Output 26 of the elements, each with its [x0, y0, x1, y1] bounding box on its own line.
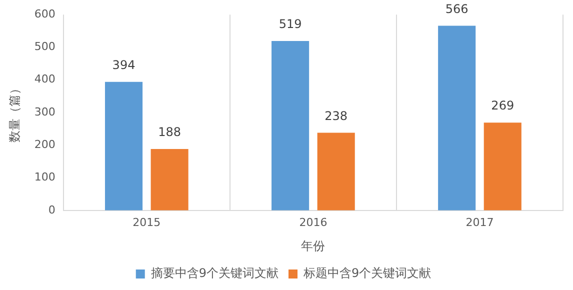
y-tick-label: 400 [34, 72, 56, 86]
y-tick-label: 0 [48, 203, 56, 216]
legend-label: 标题中含9个关键词文献 [302, 266, 432, 280]
y-tick-label: 500 [34, 40, 56, 54]
y-axis-title: 数量（篇） [7, 82, 22, 142]
bar [104, 82, 143, 210]
bar [150, 149, 188, 210]
data-label: 394 [112, 58, 136, 72]
y-tick-label: 100 [34, 170, 56, 184]
x-tick-label: 2017 [466, 216, 494, 229]
data-label: 519 [278, 17, 302, 32]
legend-label: 摘要中含9个关键词文献 [150, 266, 279, 280]
y-tick-label: 300 [34, 105, 56, 118]
bar [438, 26, 476, 210]
y-tick-label: 600 [34, 7, 56, 20]
data-label: 188 [158, 125, 182, 140]
y-tick-label: 200 [34, 138, 56, 151]
x-tick-label: 2016 [299, 216, 328, 229]
bar [484, 122, 522, 210]
bar [272, 41, 310, 210]
bar [317, 132, 355, 210]
data-label: 269 [491, 98, 514, 113]
x-tick-label: 2015 [132, 216, 161, 229]
data-label: 566 [445, 2, 468, 16]
x-axis-title: 年份 [301, 238, 326, 253]
data-label: 238 [324, 108, 348, 123]
